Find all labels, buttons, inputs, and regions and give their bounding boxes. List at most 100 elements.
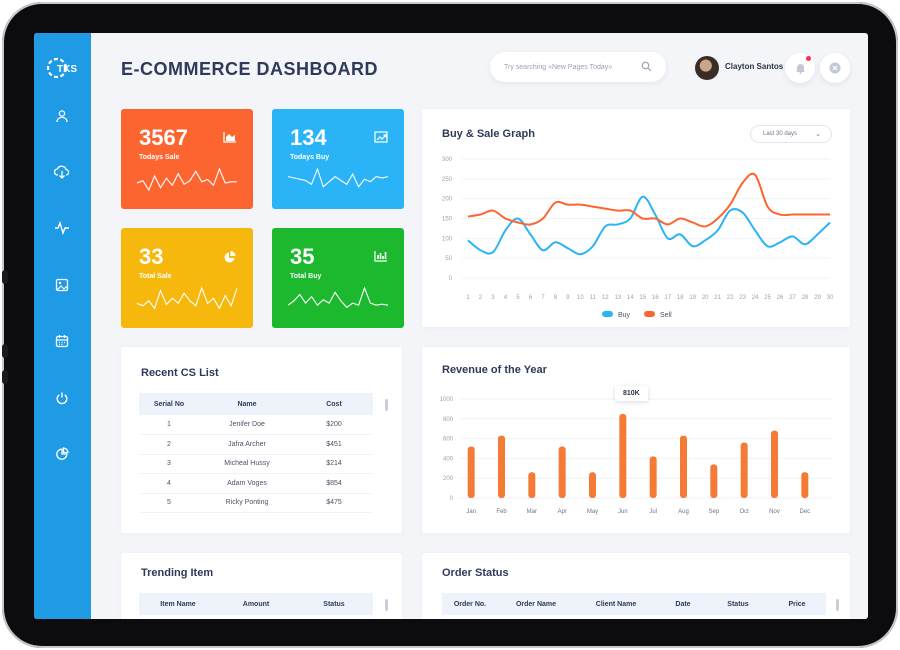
x-tick-label: 6 xyxy=(529,295,533,301)
bar[interactable] xyxy=(710,464,718,498)
stat-card-todays-buy[interactable]: 134 Todays Buy xyxy=(272,109,404,209)
scrollbar[interactable] xyxy=(385,399,388,411)
serial-cell: 5 xyxy=(139,493,199,513)
stat-card-total-sale[interactable]: 33 Total Sale xyxy=(121,228,253,328)
stat-value: 35 xyxy=(290,244,315,269)
table-row[interactable]: 1 Jenifer Doe $200 xyxy=(139,415,373,435)
x-tick-label: 25 xyxy=(764,295,771,301)
bar[interactable] xyxy=(649,456,657,498)
x-tick-label: Jun xyxy=(618,509,628,515)
table-row[interactable]: 5 Ricky Ponting $475 xyxy=(139,493,373,513)
legend-label: Buy xyxy=(618,312,631,319)
column-header[interactable]: Date xyxy=(658,593,708,615)
bar[interactable] xyxy=(680,435,687,498)
x-tick-label: 13 xyxy=(614,295,621,301)
notification-button[interactable] xyxy=(785,53,815,83)
bar[interactable] xyxy=(498,435,505,498)
name-cell: Micheal Hussy xyxy=(199,454,295,474)
x-tick-label: 18 xyxy=(677,295,684,301)
x-tick-label: Aug xyxy=(678,509,689,515)
sidebar-item-user[interactable] xyxy=(52,106,72,126)
x-tick-label: 3 xyxy=(491,295,495,301)
name-cell: Ricky Ponting xyxy=(199,493,295,513)
column-header[interactable]: Cost xyxy=(295,393,373,415)
sidebar-item-report[interactable] xyxy=(52,444,72,464)
x-tick-label: Jul xyxy=(649,509,657,515)
order-status-title: Order Status xyxy=(442,567,509,579)
column-header[interactable]: Item Name xyxy=(139,593,217,615)
column-header[interactable]: Status xyxy=(708,593,768,615)
cost-cell: $475 xyxy=(295,493,373,513)
sidebar-item-power[interactable] xyxy=(52,388,72,408)
y-tick-label: 200 xyxy=(443,476,454,482)
logo-text: TKS xyxy=(57,64,77,75)
buy-sale-title: Buy & Sale Graph xyxy=(442,128,535,140)
avatar[interactable] xyxy=(695,56,719,80)
table-row[interactable]: 2 Jafra Archer $451 xyxy=(139,434,373,455)
cost-cell: $451 xyxy=(295,434,373,455)
bar[interactable] xyxy=(619,413,627,498)
logo[interactable]: TKS xyxy=(43,51,83,85)
bar[interactable] xyxy=(771,430,778,498)
x-tick-label: 23 xyxy=(739,295,746,301)
sparkline xyxy=(288,167,388,188)
column-header[interactable]: Order Name xyxy=(498,593,574,615)
scrollbar[interactable] xyxy=(836,599,839,611)
column-header[interactable]: Name xyxy=(199,393,295,415)
column-header[interactable]: Amount xyxy=(217,593,295,615)
bar[interactable] xyxy=(801,472,809,498)
bar[interactable] xyxy=(558,446,566,498)
table-row[interactable]: 4 Adam Voges $854 xyxy=(139,473,373,494)
scrollbar[interactable] xyxy=(385,599,388,611)
bar[interactable] xyxy=(528,472,536,498)
search-icon[interactable] xyxy=(641,61,652,72)
y-tick-label: 0 xyxy=(449,276,453,282)
column-header[interactable]: Client Name xyxy=(574,593,658,615)
range-dropdown[interactable]: Last 30 days ⌄ xyxy=(750,125,832,143)
stat-value: 3567 xyxy=(139,125,188,150)
x-tick-label: 8 xyxy=(554,295,558,301)
sidebar-item-image[interactable] xyxy=(52,275,72,295)
stat-label: Total Sale xyxy=(139,273,172,280)
column-header[interactable]: Serial No xyxy=(139,393,199,415)
screen: TKS E-COMMERCE DASHBOARD Try searching «… xyxy=(34,33,868,619)
cost-cell: $214 xyxy=(295,454,373,474)
table-row[interactable]: 3 Micheal Hussy $214 xyxy=(139,454,373,474)
side-button xyxy=(2,270,8,284)
sparkline-path xyxy=(137,167,237,192)
sparkline-path xyxy=(288,167,388,188)
sidebar-item-download[interactable] xyxy=(52,162,72,182)
page-title: E-COMMERCE DASHBOARD xyxy=(121,59,378,79)
close-icon xyxy=(829,62,841,74)
stat-label: Total Buy xyxy=(290,273,322,280)
order-status-card: Order Status Order No. Order Name Client… xyxy=(422,553,850,619)
stat-card-todays-sale[interactable]: 3567 Todays Sale xyxy=(121,109,253,209)
logo-icon: TKS xyxy=(46,57,77,79)
column-header[interactable]: Price xyxy=(768,593,826,615)
x-tick-label: 14 xyxy=(627,295,634,301)
x-tick-label: 26 xyxy=(777,295,784,301)
bar[interactable] xyxy=(740,442,748,498)
column-header[interactable]: Status xyxy=(295,593,373,615)
x-tick-label: 30 xyxy=(827,295,834,301)
bar[interactable] xyxy=(589,472,596,498)
x-tick-label: 15 xyxy=(639,295,646,301)
activity-icon xyxy=(55,221,69,235)
column-header[interactable]: Order No. xyxy=(442,593,498,615)
search-input[interactable]: Try searching «New Pages Today» xyxy=(490,52,666,82)
sidebar-item-calendar[interactable] xyxy=(52,331,72,351)
x-tick-label: 2 xyxy=(479,295,483,301)
bar[interactable] xyxy=(467,446,475,498)
cost-cell: $200 xyxy=(295,415,373,435)
stat-card-total-buy[interactable]: 35 Total Buy xyxy=(272,228,404,328)
x-tick-label: Oct xyxy=(739,509,749,515)
pie-chart-icon xyxy=(56,447,69,460)
cs-list-title: Recent CS List xyxy=(141,367,219,379)
sidebar-item-activity[interactable] xyxy=(52,218,72,238)
calendar-icon xyxy=(55,335,69,348)
close-button[interactable] xyxy=(820,53,850,83)
chevron-down-icon: ⌄ xyxy=(815,131,821,138)
sparkline xyxy=(137,167,237,192)
user-name[interactable]: Clayton Santos xyxy=(725,62,784,71)
cost-cell: $854 xyxy=(295,473,373,494)
